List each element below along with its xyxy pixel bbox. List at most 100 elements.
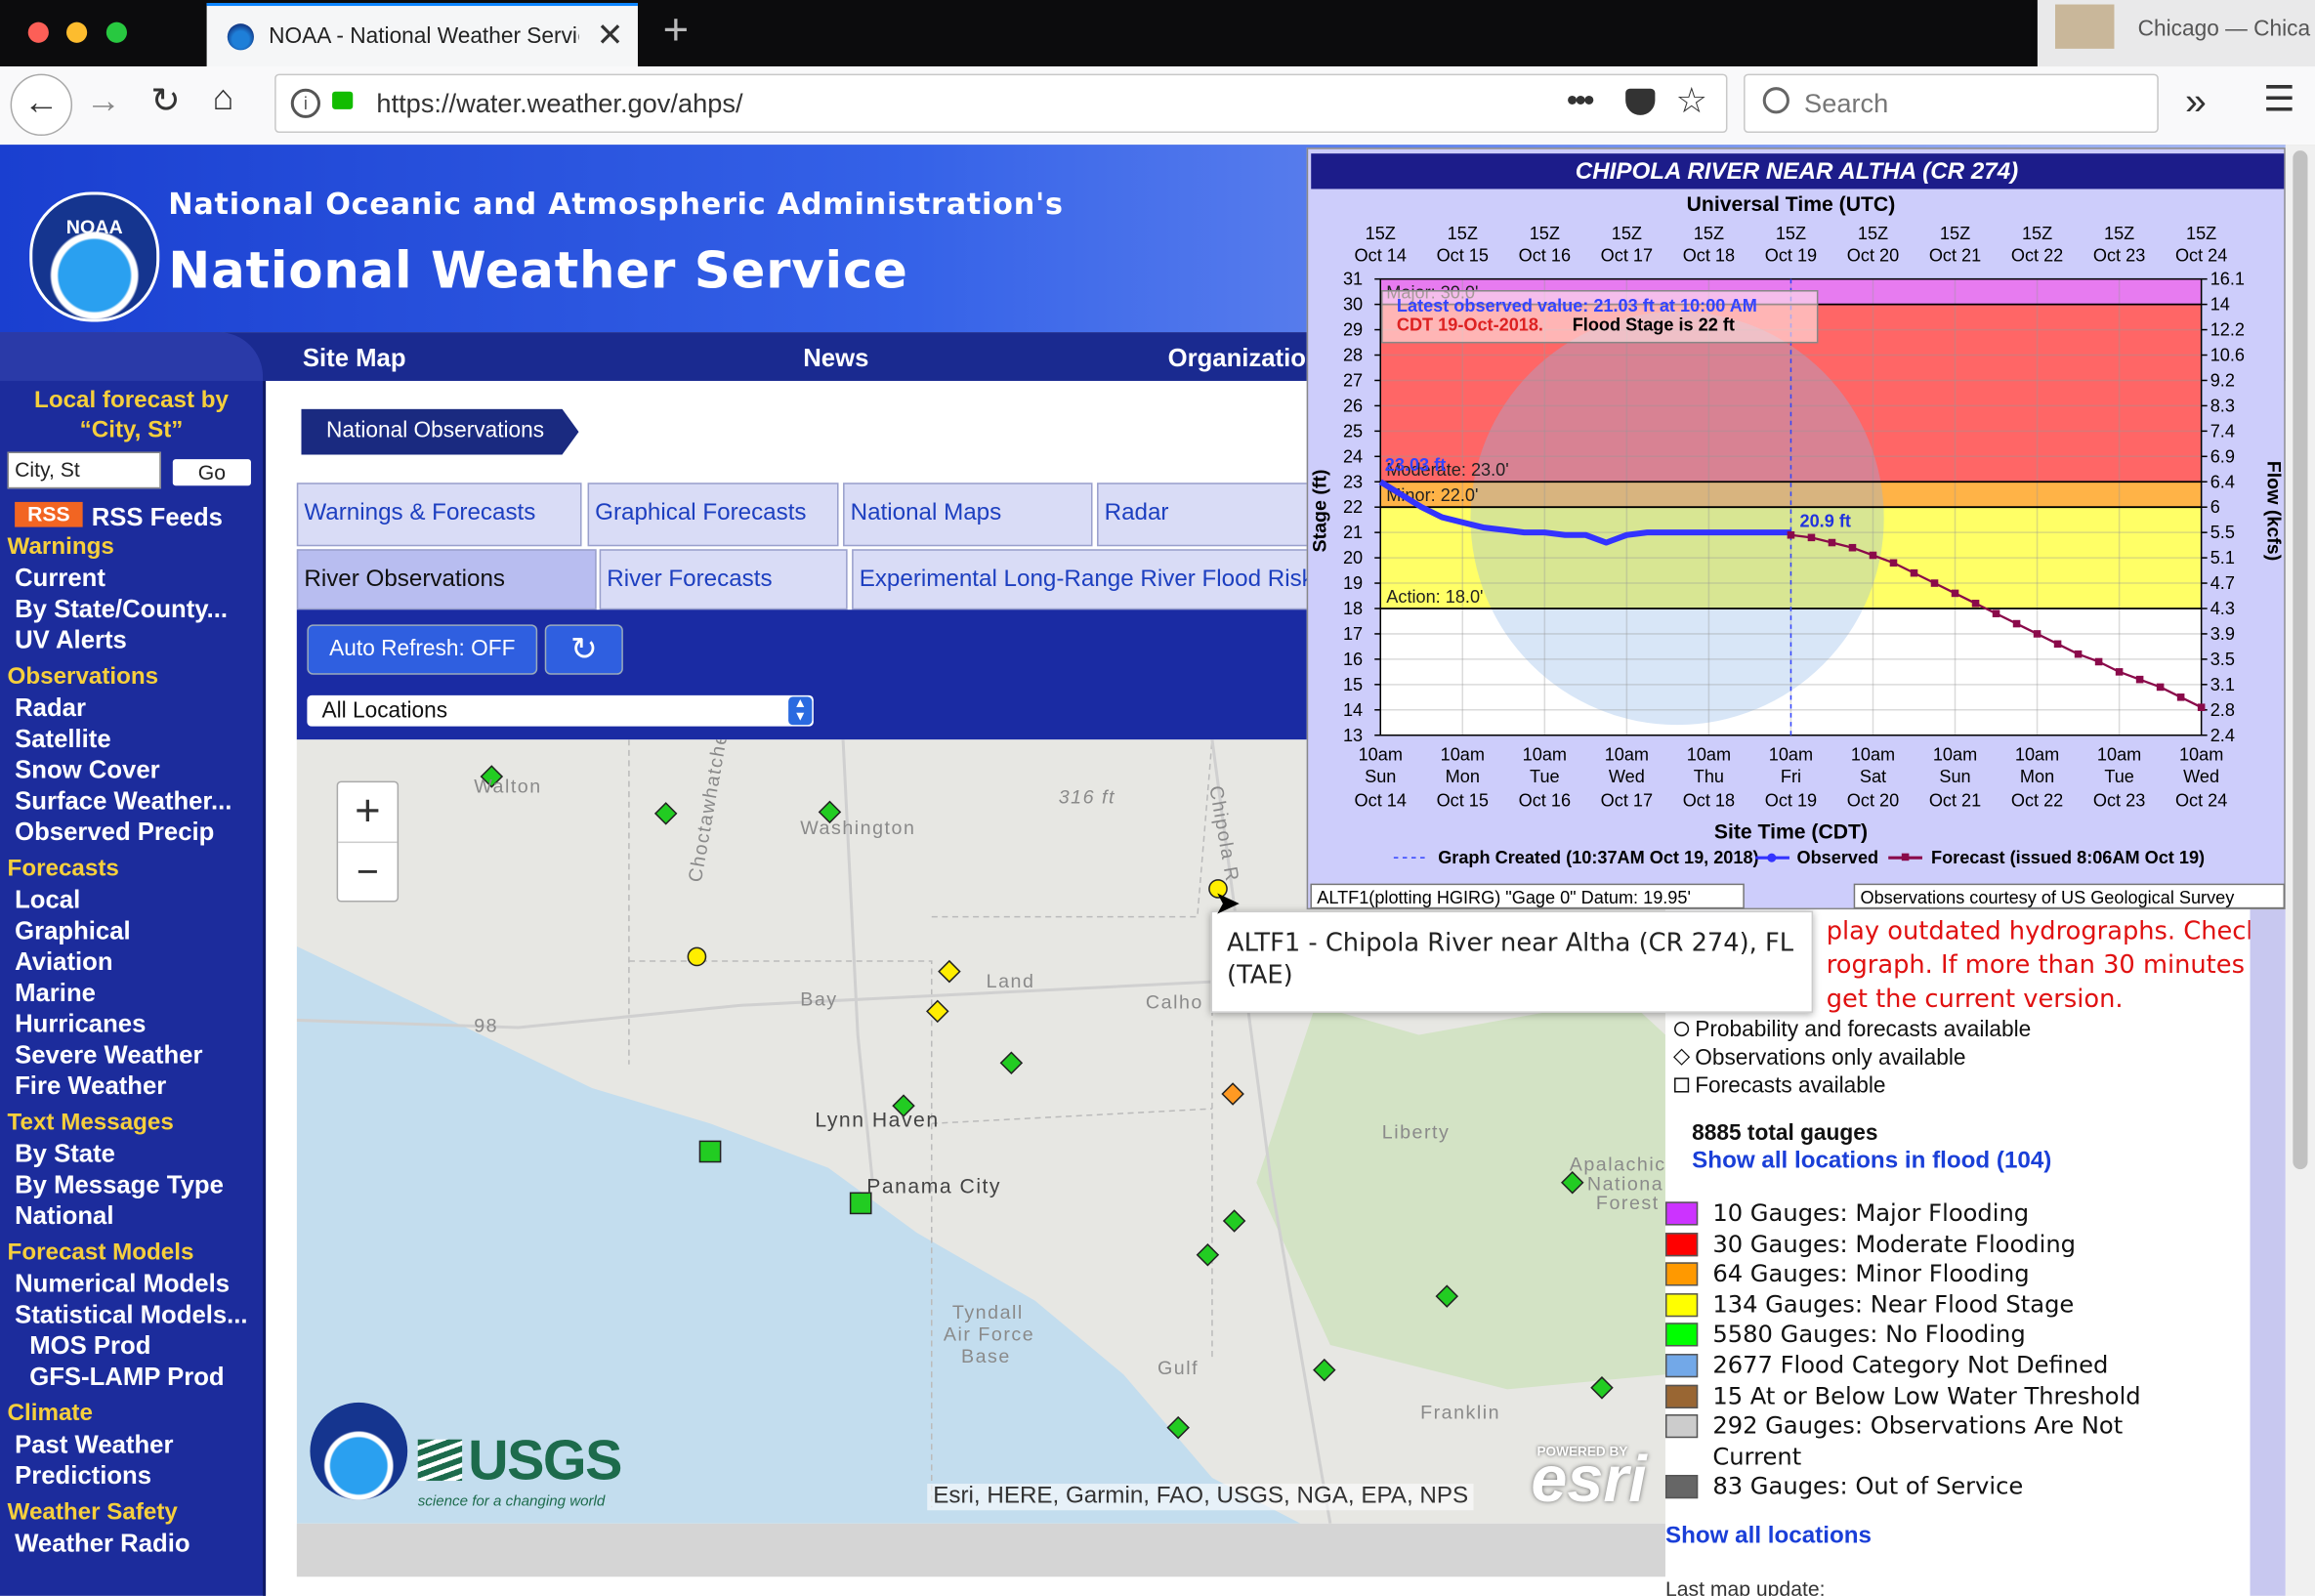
menu-heading[interactable]: Forecast Models <box>7 1239 194 1266</box>
menu-link[interactable]: By Message Type <box>15 1170 224 1199</box>
overflow-button[interactable]: » <box>2185 78 2207 123</box>
search-box[interactable]: Search <box>1744 73 2159 134</box>
close-window[interactable] <box>27 21 49 43</box>
gauge-marker[interactable] <box>849 1192 872 1215</box>
menu-link[interactable]: Local <box>15 885 81 914</box>
menu-link[interactable]: Severe Weather <box>15 1040 203 1070</box>
gauge-marker[interactable] <box>1222 1209 1246 1233</box>
auto-refresh-button[interactable]: Auto Refresh: OFF <box>307 624 538 675</box>
zoom-window[interactable] <box>105 21 127 43</box>
menu-heading[interactable]: Forecasts <box>7 856 119 882</box>
gauge-marker[interactable] <box>698 1140 722 1163</box>
gauge-marker[interactable] <box>1166 1415 1190 1440</box>
menu-heading[interactable]: Weather Safety <box>7 1499 178 1526</box>
menu-link[interactable]: By State/County... <box>15 595 229 623</box>
location-select[interactable]: All Locations ▲ ▼ <box>307 694 814 727</box>
menu-link[interactable]: Observed Precip <box>15 818 215 847</box>
menu-link[interactable]: Past Weather <box>15 1430 174 1459</box>
zoom-out[interactable]: − <box>356 849 379 894</box>
menu-link[interactable]: Satellite <box>15 725 111 753</box>
city-input[interactable]: City, St <box>7 451 161 489</box>
gauge-marker[interactable] <box>1435 1284 1459 1308</box>
active-tab[interactable]: NOAA - National Weather Servic ✕ <box>206 3 638 67</box>
gauge-marker[interactable] <box>1560 1170 1584 1195</box>
gauge-marker[interactable] <box>1313 1358 1336 1382</box>
url-bar[interactable]: i https://water.weather.gov/ahps/ ••• ☆ <box>274 73 1728 134</box>
menu-link[interactable]: UV Alerts <box>15 625 127 654</box>
notification[interactable]: Chicago — Chica <box>2037 0 2315 67</box>
nav-tab[interactable]: Graphical Forecasts <box>587 483 839 547</box>
nav-tab[interactable]: River Observations <box>296 549 597 610</box>
forecast-point <box>1807 533 1816 542</box>
y2-tick-label: 4.7 <box>2210 573 2235 593</box>
menu-link[interactable]: Surface Weather... <box>15 786 232 816</box>
rss-link[interactable]: RSS Feeds <box>91 503 223 532</box>
gauge-marker[interactable] <box>999 1051 1024 1075</box>
gauge-marker[interactable] <box>938 959 961 984</box>
refresh-button[interactable]: ↻ <box>544 624 623 675</box>
nav-link[interactable]: News <box>803 344 869 372</box>
menu-link[interactable]: Marine <box>15 979 96 1007</box>
nav-link[interactable]: Organizatio <box>1167 344 1306 372</box>
map-label: Apalachic <box>1569 1153 1665 1176</box>
legend-swatch <box>1664 1201 1699 1226</box>
menu-heading[interactable]: Climate <box>7 1401 93 1427</box>
menu-heading[interactable]: Observations <box>7 664 159 690</box>
gauge-marker[interactable] <box>1196 1243 1220 1267</box>
menu-link[interactable]: GFS-LAMP Prod <box>29 1363 225 1391</box>
show-all-link[interactable]: Show all locations <box>1664 1523 1872 1549</box>
reload-button[interactable]: ↻ <box>150 81 181 121</box>
x-tick-date: Oct 23 <box>2093 790 2145 810</box>
menu-link[interactable]: Aviation <box>15 947 113 977</box>
bookmark-star[interactable]: ☆ <box>1675 81 1708 121</box>
menu-link[interactable]: Predictions <box>15 1461 152 1491</box>
forward-button[interactable]: → <box>85 81 121 121</box>
zoom-in[interactable]: + <box>338 782 398 844</box>
minimize-window[interactable] <box>66 21 88 43</box>
menu-link[interactable]: Radar <box>15 693 86 723</box>
map[interactable]: + − USGS science for a changing world PO… <box>296 739 1665 1524</box>
gauge-marker[interactable] <box>687 946 707 967</box>
nav-tab[interactable]: River Forecasts <box>599 549 848 610</box>
gauge-marker[interactable] <box>480 765 504 788</box>
nav-tab[interactable]: Experimental Long-Range River Flood Risk <box>852 549 1316 610</box>
new-tab[interactable]: + <box>662 6 690 55</box>
menu-link[interactable]: National <box>15 1201 114 1231</box>
nav-tab[interactable]: National Maps <box>843 483 1093 547</box>
gauge-marker[interactable] <box>653 802 678 825</box>
show-flood-link[interactable]: Show all locations in flood (104) <box>1692 1148 2052 1174</box>
nav-tab[interactable]: Radar <box>1097 483 1319 547</box>
scrollbar-thumb[interactable] <box>2293 150 2308 1170</box>
pocket-button[interactable] <box>1625 88 1656 115</box>
nav-link[interactable]: Site Map <box>302 344 406 372</box>
menu-button[interactable]: ☰ <box>2263 79 2295 120</box>
tab-close[interactable]: ✕ <box>596 16 624 54</box>
info-icon[interactable]: i <box>290 88 320 118</box>
menu-link[interactable]: Numerical Models <box>15 1269 231 1298</box>
back-button[interactable]: ← <box>10 73 73 137</box>
menu-link[interactable]: Fire Weather <box>15 1071 167 1101</box>
menu-link[interactable]: Weather Radio <box>15 1529 190 1558</box>
gauge-marker[interactable] <box>1221 1082 1244 1106</box>
nav-tab[interactable]: Warnings & Forecasts <box>296 483 582 547</box>
gauge-marker[interactable] <box>818 800 842 824</box>
cursor: ➤ <box>1213 884 1242 922</box>
menu-heading[interactable]: Text Messages <box>7 1110 174 1136</box>
home-button[interactable]: ⌂ <box>212 78 234 118</box>
gauge-marker[interactable] <box>892 1094 915 1117</box>
menu-link[interactable]: Graphical <box>15 916 131 945</box>
y-tick-label: 28 <box>1343 346 1363 365</box>
menu-link[interactable]: Current <box>15 564 105 593</box>
gauge-marker[interactable] <box>1208 879 1228 899</box>
menu-link[interactable]: Hurricanes <box>15 1009 147 1038</box>
gauge-marker[interactable] <box>926 999 949 1024</box>
bottom-axis-title: Site Time (CDT) <box>1714 821 1868 844</box>
menu-heading[interactable]: Warnings <box>7 534 114 560</box>
go-button[interactable]: Go <box>172 459 251 486</box>
page-actions[interactable]: ••• <box>1566 81 1595 118</box>
menu-link[interactable]: Statistical Models... <box>15 1300 248 1329</box>
menu-link[interactable]: Snow Cover <box>15 755 160 784</box>
menu-link[interactable]: By State <box>15 1139 115 1168</box>
menu-link[interactable]: MOS Prod <box>29 1331 151 1361</box>
gauge-marker[interactable] <box>1590 1376 1614 1400</box>
